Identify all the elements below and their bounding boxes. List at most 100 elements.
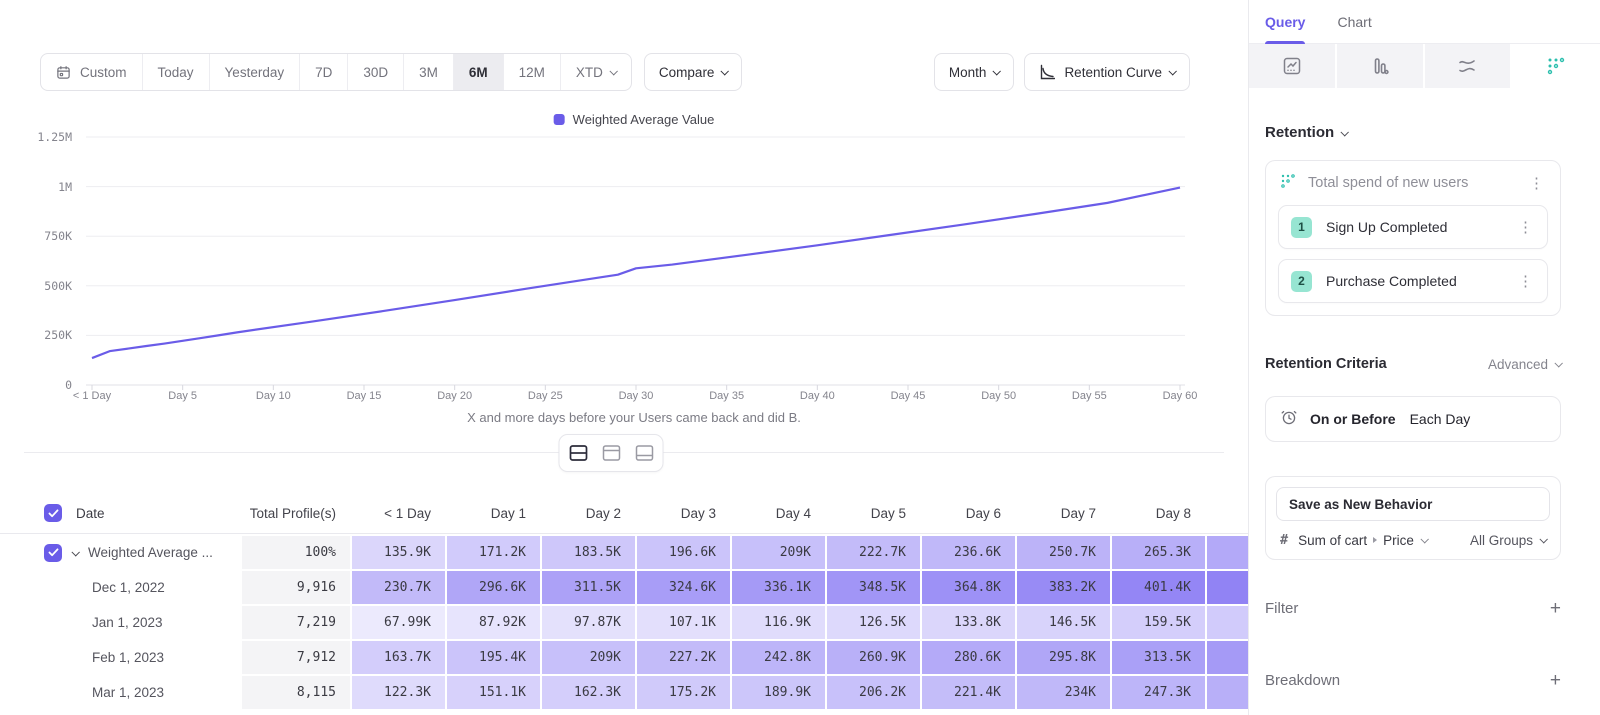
funnels-icon[interactable] <box>1337 44 1425 88</box>
range-label: Today <box>158 65 194 80</box>
retention-value-cell[interactable]: 116.9K <box>732 606 825 639</box>
retention-value-cell[interactable]: 151.1K <box>447 676 540 709</box>
behavior-kebab-menu[interactable]: ⋮ <box>1525 174 1548 193</box>
step-number-badge: 1 <box>1291 217 1312 238</box>
range-6m[interactable]: 6M <box>454 54 504 90</box>
flows-icon[interactable] <box>1425 44 1513 88</box>
range-yesterday[interactable]: Yesterday <box>210 54 301 90</box>
retention-value-cell[interactable]: 383.2K <box>1017 571 1110 604</box>
retention-value-cell[interactable]: 135.9K <box>352 536 445 569</box>
table-only-view-button[interactable] <box>629 438 660 468</box>
retention-value-cell[interactable]: 313.5K <box>1112 641 1205 674</box>
retention-value-cell[interactable]: 265.3K <box>1112 536 1205 569</box>
range-xtd[interactable]: XTD <box>561 54 631 90</box>
insights-icon[interactable] <box>1249 44 1337 88</box>
retention-value-cell[interactable]: 247.3K <box>1112 676 1205 709</box>
add-filter-button[interactable]: + <box>1550 599 1561 618</box>
retention-value-cell[interactable]: 209K <box>542 641 635 674</box>
retention-value-cell[interactable]: 126.5K <box>827 606 920 639</box>
chevron-down-icon <box>1554 359 1562 367</box>
range-12m[interactable]: 12M <box>504 54 561 90</box>
measure-card: Save as New Behavior # Sum of cart Price… <box>1265 476 1561 560</box>
retention-value-cell[interactable]: 189.9K <box>732 676 825 709</box>
retention-value-cell[interactable]: 175.2K <box>637 676 730 709</box>
chevron-down-icon <box>1539 535 1547 543</box>
retention-value-cell[interactable]: 364.8K <box>922 571 1015 604</box>
retention-value-cell[interactable]: 311.5K <box>542 571 635 604</box>
step-purchase-completed[interactable]: 2 Purchase Completed ⋮ <box>1278 259 1548 303</box>
add-breakdown-button[interactable]: + <box>1550 671 1561 690</box>
retention-value-cell[interactable]: 401.4K <box>1112 571 1205 604</box>
retention-value-cell[interactable]: 162.3K <box>542 676 635 709</box>
x-axis-caption: X and more days before your Users came b… <box>467 410 801 425</box>
retention-value-cell[interactable]: 260.9K <box>827 641 920 674</box>
legend-label: Weighted Average Value <box>573 112 715 127</box>
retention-value-cell[interactable]: 295.8K <box>1017 641 1110 674</box>
retention-value-cell[interactable]: 133.8K <box>922 606 1015 639</box>
chart-only-view-button[interactable] <box>596 438 627 468</box>
split-view-button[interactable] <box>563 438 594 468</box>
retention-section-label: Retention <box>1265 124 1334 141</box>
x-tick-label: Day 10 <box>231 390 315 402</box>
retention-value-cell[interactable]: 242.8K <box>732 641 825 674</box>
select-all-checkbox[interactable] <box>44 504 62 522</box>
retention-value-cell[interactable]: 227.2K <box>637 641 730 674</box>
retention-value-cell[interactable]: 230.7K <box>352 571 445 604</box>
retention-value-cell[interactable]: 146.5K <box>1017 606 1110 639</box>
all-groups-dropdown[interactable]: All Groups <box>1470 533 1546 548</box>
retention-value-cell[interactable]: 348.5K <box>827 571 920 604</box>
measure-property-dropdown[interactable]: Sum of cart Price <box>1298 533 1427 548</box>
retention-value-cell[interactable]: 107.1K <box>637 606 730 639</box>
retention-value-cell[interactable]: 280.6K <box>922 641 1015 674</box>
table-row: Jan 1, 20237,21967.99K87.92K97.87K107.1K… <box>0 606 1248 639</box>
step-kebab-menu[interactable]: ⋮ <box>1514 218 1537 237</box>
row-checkbox[interactable] <box>44 544 62 562</box>
retention-icon[interactable] <box>1512 44 1600 88</box>
retention-value-cell[interactable]: 296.6K <box>447 571 540 604</box>
retention-value-cell[interactable]: 67.99K <box>352 606 445 639</box>
range-custom[interactable]: Custom <box>41 54 143 90</box>
range-7d[interactable]: 7D <box>300 54 348 90</box>
retention-value-cell[interactable]: 324.6K <box>637 571 730 604</box>
advanced-label: Advanced <box>1488 357 1548 372</box>
behavior-header: Total spend of new users ⋮ <box>1266 161 1560 205</box>
retention-value-cell[interactable]: 221.4K <box>922 676 1015 709</box>
range-today[interactable]: Today <box>143 54 210 90</box>
step-kebab-menu[interactable]: ⋮ <box>1514 272 1537 291</box>
range-3m[interactable]: 3M <box>404 54 454 90</box>
retention-value-cell[interactable]: 206.2K <box>827 676 920 709</box>
retention-value-cell[interactable]: 97.87K <box>542 606 635 639</box>
retention-value-cell[interactable]: 163.7K <box>352 641 445 674</box>
caret-right-icon <box>1373 537 1377 543</box>
tab-chart[interactable]: Chart <box>1337 0 1371 44</box>
retention-value-cell[interactable]: 195.4K <box>447 641 540 674</box>
retention-value-cell[interactable]: 159.5K <box>1112 606 1205 639</box>
granularity-dropdown[interactable]: Month <box>934 53 1015 91</box>
save-as-new-behavior-button[interactable]: Save as New Behavior <box>1276 487 1550 521</box>
step-sign-up-completed[interactable]: 1 Sign Up Completed ⋮ <box>1278 205 1548 249</box>
retention-value-cell[interactable]: 336.1K <box>732 571 825 604</box>
column-header-day-7: Day 7 <box>1017 506 1110 521</box>
retention-value-cell[interactable]: 183.5K <box>542 536 635 569</box>
retention-condition-card[interactable]: On or Before Each Day <box>1265 396 1561 442</box>
retention-section-dropdown[interactable]: Retention <box>1265 124 1347 141</box>
retention-value-cell[interactable]: 87.92K <box>447 606 540 639</box>
range-30d[interactable]: 30D <box>348 54 404 90</box>
retention-value-cell[interactable]: 222.7K <box>827 536 920 569</box>
chevron-down-icon[interactable] <box>71 548 79 556</box>
compare-button[interactable]: Compare <box>644 53 743 91</box>
retention-value-cell[interactable]: 209K <box>732 536 825 569</box>
retention-value-cell[interactable]: 250.7K <box>1017 536 1110 569</box>
measure-label: Sum of cart <box>1298 533 1367 548</box>
retention-value-cell[interactable]: 171.2K <box>447 536 540 569</box>
table-header-separator <box>0 533 1248 534</box>
column-header-date: Date <box>0 504 240 522</box>
retention-value-cell[interactable]: 196.6K <box>637 536 730 569</box>
tab-query[interactable]: Query <box>1265 0 1305 44</box>
retention-value-cell[interactable]: 122.3K <box>352 676 445 709</box>
retention-value-cell[interactable]: 234K <box>1017 676 1110 709</box>
advanced-dropdown[interactable]: Advanced <box>1488 357 1561 372</box>
retention-value-cell-clipped <box>1207 676 1248 709</box>
chart-type-dropdown[interactable]: Retention Curve <box>1024 53 1190 91</box>
retention-value-cell[interactable]: 236.6K <box>922 536 1015 569</box>
